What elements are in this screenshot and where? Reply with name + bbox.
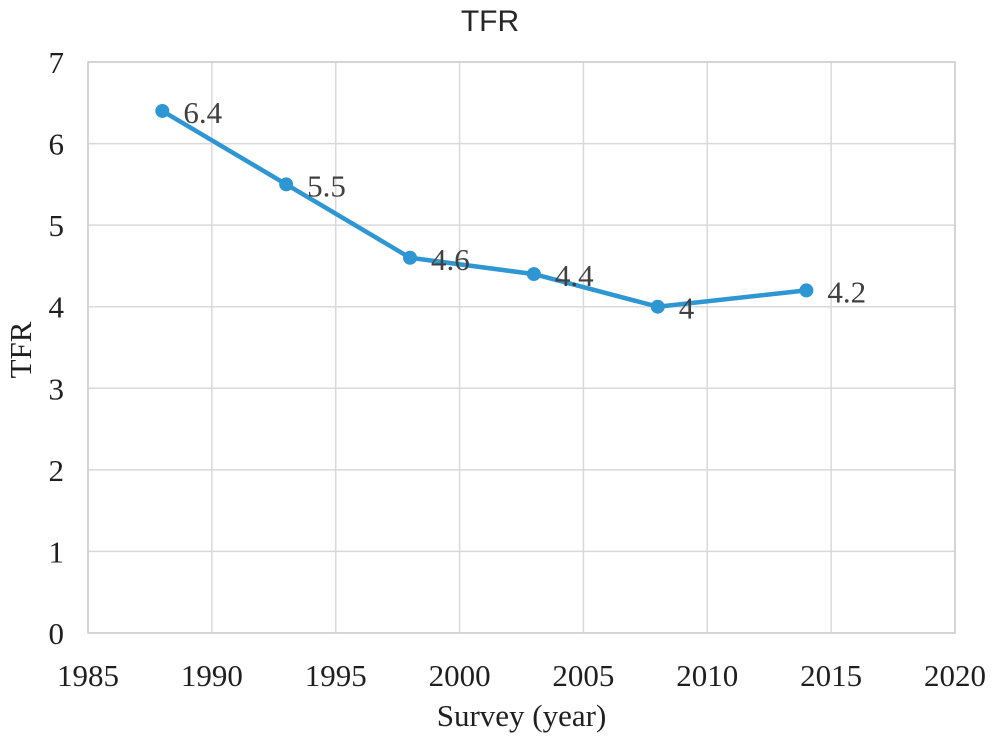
chart-title: TFR bbox=[460, 5, 520, 38]
data-point-marker bbox=[155, 103, 170, 118]
y-tick-label: 4 bbox=[49, 290, 65, 325]
y-tick-label: 6 bbox=[49, 127, 65, 162]
y-tick-label: 2 bbox=[49, 453, 65, 488]
data-point-marker bbox=[650, 299, 665, 314]
y-tick-label: 5 bbox=[49, 208, 65, 243]
y-tick-label: 3 bbox=[49, 371, 65, 406]
y-tick-label: 1 bbox=[49, 534, 65, 569]
data-point-label: 6.4 bbox=[183, 95, 222, 130]
x-tick-label: 1995 bbox=[305, 658, 367, 693]
x-tick-label: 2005 bbox=[552, 658, 614, 693]
x-tick-label: 2010 bbox=[676, 658, 738, 693]
data-point-marker bbox=[799, 283, 814, 298]
data-point-label: 4.6 bbox=[431, 242, 470, 277]
data-point-label: 5.5 bbox=[307, 168, 346, 203]
data-point-marker bbox=[526, 267, 541, 282]
tfr-series-line bbox=[160, 108, 809, 309]
x-tick-label: 2020 bbox=[924, 658, 986, 693]
data-point-marker bbox=[279, 177, 294, 192]
data-point-label: 4 bbox=[679, 291, 695, 326]
data-point-label: 4.2 bbox=[827, 274, 866, 309]
data-point-marker bbox=[403, 250, 418, 265]
y-tick-label: 0 bbox=[49, 616, 65, 651]
plot-border bbox=[87, 61, 956, 634]
x-axis-title: Survey (year) bbox=[436, 698, 607, 733]
x-tick-label: 1990 bbox=[181, 658, 243, 693]
x-tick-label: 2015 bbox=[800, 658, 862, 693]
y-tick-label: 7 bbox=[49, 45, 65, 80]
x-tick-label: 2000 bbox=[429, 658, 491, 693]
x-tick-label: 1985 bbox=[57, 658, 119, 693]
data-point-label: 4.4 bbox=[555, 258, 594, 293]
